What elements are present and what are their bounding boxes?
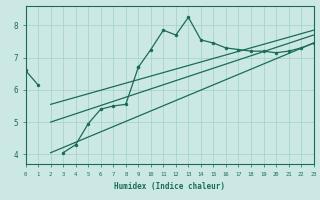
X-axis label: Humidex (Indice chaleur): Humidex (Indice chaleur) <box>114 182 225 191</box>
